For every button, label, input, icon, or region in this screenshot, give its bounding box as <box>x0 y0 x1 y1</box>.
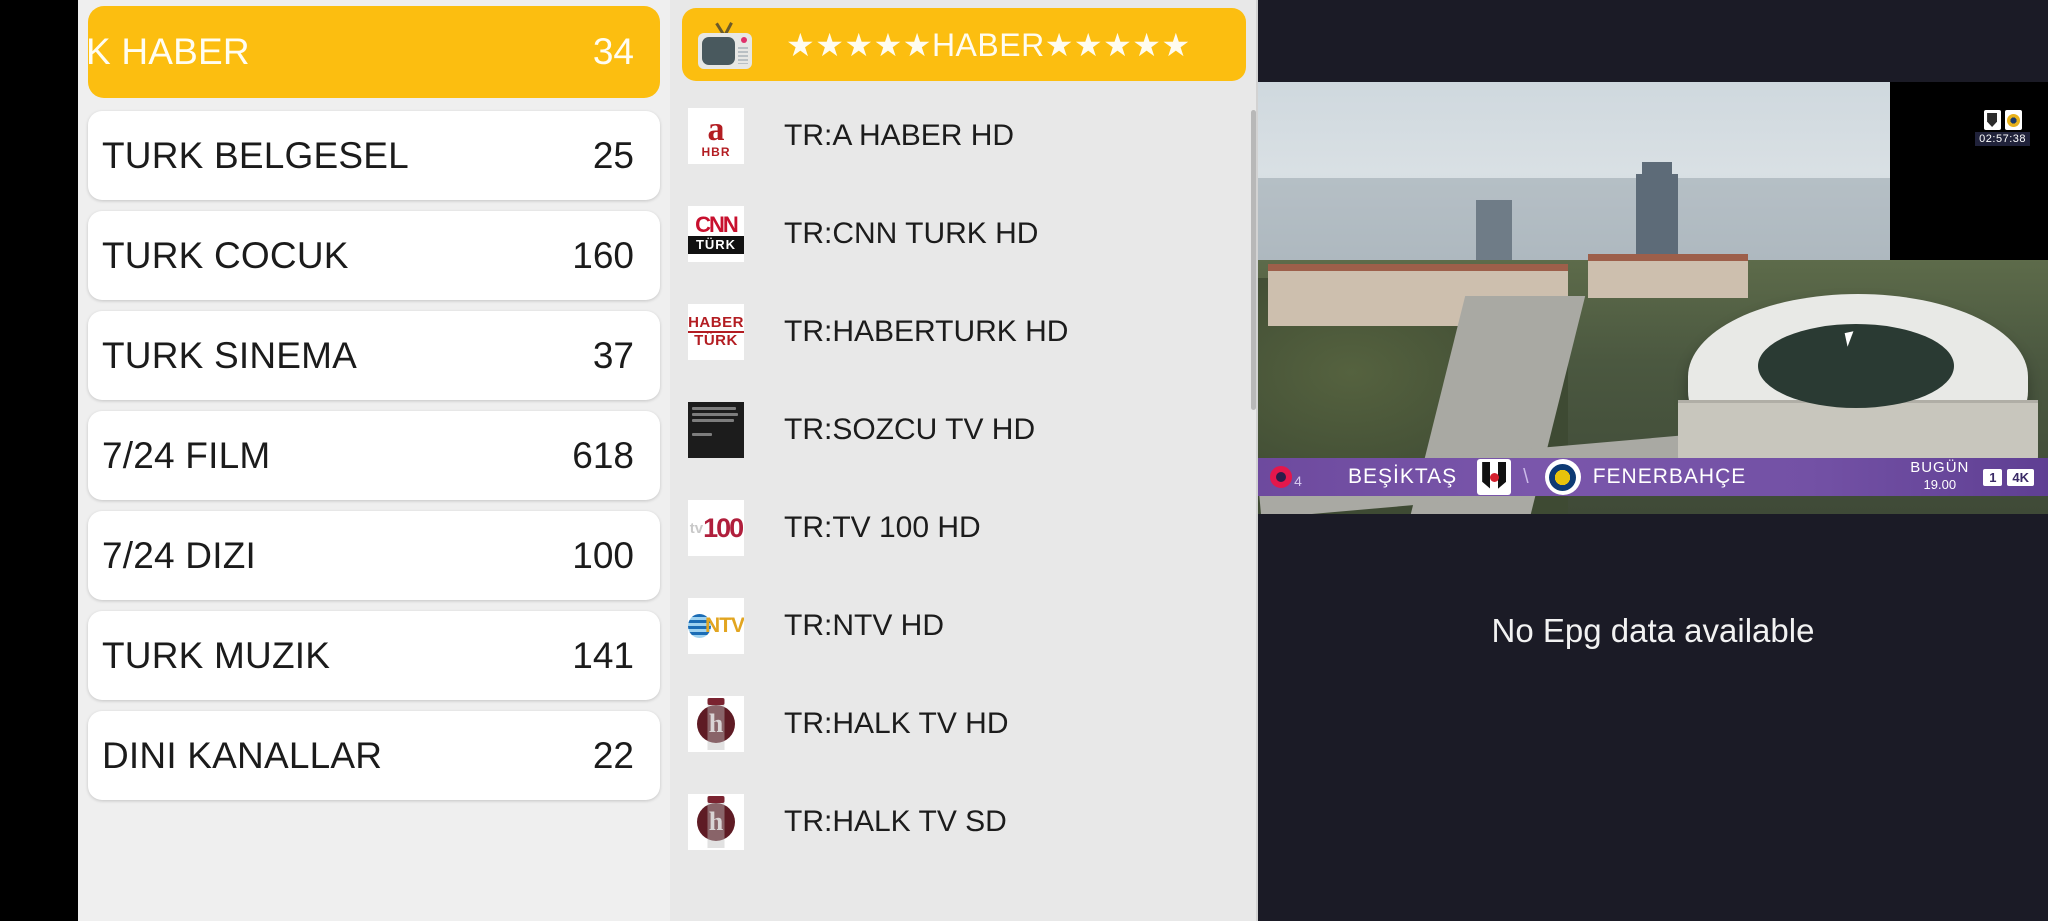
category-label: TURK COCUK <box>102 234 349 276</box>
flag-badge: 4K <box>2007 468 2034 486</box>
category-label: TURK BELGESEL <box>102 134 409 176</box>
category-sidebar[interactable]: K HABER 34 TURK BELGESEL 25 TURK COCUK 1… <box>78 0 670 921</box>
channel-list-scrollbar[interactable] <box>1251 110 1256 410</box>
channel-row[interactable]: CNN TÜRK TR:CNN TURK HD <box>682 185 1246 283</box>
panel-divider <box>1256 0 1258 921</box>
cnn-turk-logo-icon: CNN TÜRK <box>688 206 744 262</box>
category-count: 160 <box>572 234 634 276</box>
channel-name: TR:CNN TURK HD <box>784 217 1039 250</box>
channel-number: 4 <box>1294 473 1302 489</box>
category-count: 618 <box>572 434 634 476</box>
match-schedule: BUGÜN 19.00 <box>1910 460 1969 494</box>
channel-row[interactable]: HABER TÜRK TR:HABERTURK HD <box>682 283 1246 381</box>
category-row[interactable]: TURK COCUK 160 <box>88 211 660 300</box>
channel-name: TR:A HABER HD <box>784 119 1015 152</box>
category-row[interactable]: 7/24 DIZI 100 <box>88 511 660 600</box>
video-preview[interactable]: 02:57:38 4 BEŞİKTAŞ \ FENERBAHÇE BUGÜN 1… <box>1258 82 2048 514</box>
category-label: TURK MUZIK <box>102 634 331 676</box>
home-team-name: BEŞİKTAŞ <box>1348 465 1458 488</box>
stadium-pitch <box>1758 324 1954 408</box>
sozcu-tv-logo-icon <box>688 402 744 458</box>
channel-group-header[interactable]: ★★★★★HABER★★★★★ <box>682 8 1246 81</box>
category-row-selected[interactable]: K HABER 34 <box>86 6 660 98</box>
left-gutter <box>0 0 78 921</box>
team-badges <box>1975 110 2030 130</box>
channel-items[interactable]: a HBR TR:A HABER HD CNN TÜRK TR:CNN TURK H… <box>670 87 1258 871</box>
countdown-timer: 02:57:38 <box>1975 132 2030 146</box>
category-row[interactable]: TURK MUZIK 141 <box>88 611 660 700</box>
category-count: 22 <box>592 734 634 776</box>
channel-row[interactable]: a HBR TR:A HABER HD <box>682 87 1246 185</box>
category-count: 141 <box>572 634 634 676</box>
channel-name: TR:HALK TV SD <box>784 805 1007 838</box>
video-frame <box>1258 82 2048 514</box>
channel-row[interactable]: TR:SOZCU TV HD <box>682 381 1246 479</box>
channel-row[interactable]: h TR:HALK TV SD <box>682 773 1246 871</box>
tv100-logo-icon: tv 100 <box>688 500 744 556</box>
a-haber-logo-icon: a HBR <box>688 108 744 164</box>
haberturk-logo-icon: HABER TÜRK <box>688 304 744 360</box>
home-team-badge-icon <box>1983 110 2001 130</box>
channel-row[interactable]: tv 100 TR:TV 100 HD <box>682 479 1246 577</box>
category-label: TURK SINEMA <box>102 334 358 376</box>
channel-name: TR:HALK TV HD <box>784 707 1009 740</box>
channel-name: TR:SOZCU TV HD <box>784 413 1036 446</box>
category-count: 37 <box>592 334 634 376</box>
channel-row[interactable]: h TR:HALK TV HD <box>682 675 1246 773</box>
match-time: 19.00 <box>1923 477 1957 492</box>
category-row[interactable]: 7/24 FILM 618 <box>88 411 660 500</box>
epg-empty-message: No Epg data available <box>1491 612 1815 649</box>
category-count: 34 <box>592 31 634 72</box>
halk-tv-logo-icon: h <box>688 696 744 752</box>
match-day: BUGÜN <box>1910 459 1970 477</box>
fenerbahce-badge-icon <box>1544 459 1581 495</box>
category-label: K HABER <box>86 31 250 72</box>
channel-name: TR:TV 100 HD <box>784 511 981 544</box>
category-label: 7/24 DIZI <box>102 534 256 576</box>
match-lower-third: 4 BEŞİKTAŞ \ FENERBAHÇE BUGÜN 19.00 1 4K <box>1258 458 2048 496</box>
category-count: 25 <box>592 134 634 176</box>
quality-flags: 1 4K <box>1983 468 2034 486</box>
category-count: 100 <box>572 534 634 576</box>
preview-epg-panel: 02:57:38 4 BEŞİKTAŞ \ FENERBAHÇE BUGÜN 1… <box>1258 0 2048 921</box>
category-label: 7/24 FILM <box>102 434 271 476</box>
channel-name: TR:NTV HD <box>784 609 944 642</box>
channel-name: TR:HABERTURK HD <box>784 315 1069 348</box>
television-icon <box>698 21 752 69</box>
besiktas-badge-icon <box>1477 459 1512 495</box>
category-row[interactable]: DINI KANALLAR 22 <box>88 711 660 800</box>
away-team-badge-icon <box>2004 110 2022 130</box>
category-row[interactable]: TURK SINEMA 37 <box>88 311 660 400</box>
halk-tv-logo-icon: h <box>688 794 744 850</box>
channel-row[interactable]: NTV TR:NTV HD <box>682 577 1246 675</box>
building-block <box>1588 254 1748 298</box>
channel-group-title: ★★★★★HABER★★★★★ <box>786 26 1191 63</box>
ntv-logo-icon: NTV <box>688 598 744 654</box>
category-row[interactable]: TURK BELGESEL 25 <box>88 111 660 200</box>
category-label: DINI KANALLAR <box>102 734 383 776</box>
channel-list-panel[interactable]: ★★★★★HABER★★★★★ a HBR TR:A HABER HD CNN TÜ… <box>670 0 1258 921</box>
flag-badge: 1 <box>1983 468 2003 486</box>
versus-separator: \ <box>1523 465 1529 488</box>
channel-logo-icon: 4 <box>1264 465 1308 489</box>
away-team-name: FENERBAHÇE <box>1592 465 1747 488</box>
match-countdown-overlay: 02:57:38 <box>1975 110 2030 146</box>
